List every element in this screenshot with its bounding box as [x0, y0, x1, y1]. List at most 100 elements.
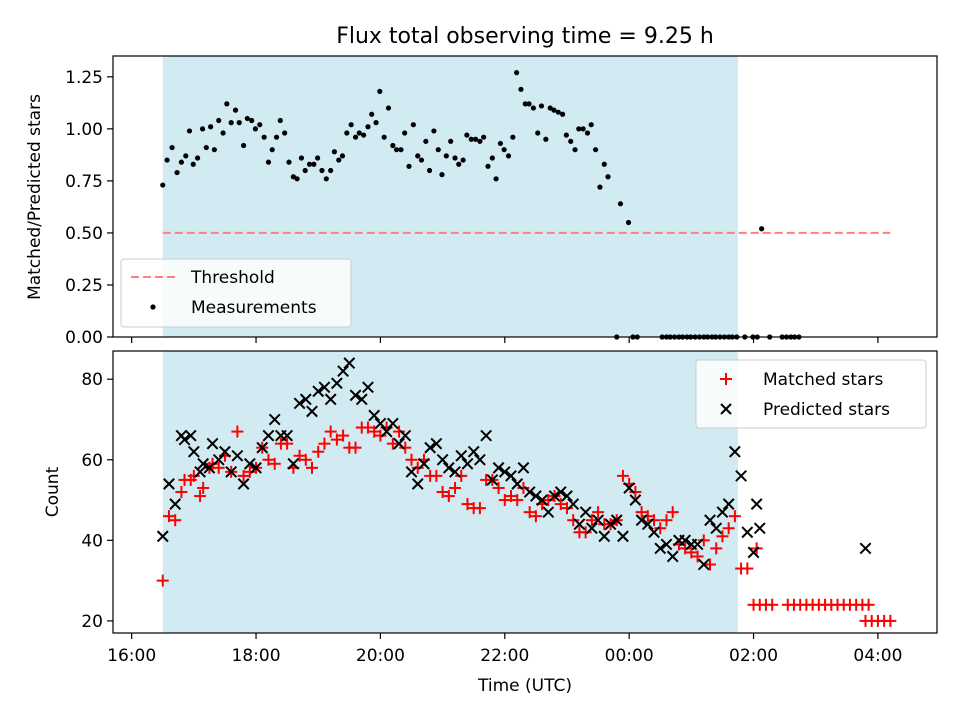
measurement-point: [514, 70, 520, 76]
predicted-star-point: [735, 469, 748, 482]
predicted-star-point: [741, 526, 754, 539]
predicted-star-point: [374, 417, 387, 430]
predicted-star-point: [529, 490, 542, 502]
ratio-legend-box: [120, 258, 352, 328]
matched-star-point: [579, 526, 592, 539]
measurement-point: [617, 201, 624, 207]
ratio-ytick-label: 0.75: [65, 172, 103, 192]
matched-star-point: [374, 429, 387, 442]
measurement-point: [319, 167, 325, 174]
predicted-star-point: [610, 514, 623, 527]
matched-star-point: [660, 514, 673, 527]
ratio-ytick-label: 0.25: [65, 276, 103, 296]
predicted-star-point: [262, 429, 275, 442]
predicted-star-point: [362, 381, 374, 394]
predicted-star-point: [561, 490, 573, 502]
measurement-point: [472, 136, 479, 142]
measurement-point: [560, 111, 566, 117]
predicted-star-point: [349, 389, 362, 402]
counts-xtick-label: 20:00: [356, 646, 405, 666]
matched-star-point: [648, 514, 661, 527]
matched-star-point: [175, 486, 188, 498]
predicted-star-point: [542, 506, 555, 519]
measurement-point: [406, 163, 412, 169]
predicted-star-point: [467, 445, 480, 458]
measurement-point: [361, 132, 367, 138]
measurement-point: [240, 142, 247, 149]
matched-star-point: [710, 542, 723, 555]
counts-ytick-label: 80: [81, 370, 103, 390]
measurements-legend-label: Measurements: [191, 298, 317, 318]
measurement-point: [385, 105, 392, 111]
measurement-point: [605, 174, 611, 180]
matched-star-point: [436, 486, 449, 498]
predicted-star-point: [505, 469, 517, 482]
measurement-point: [244, 115, 250, 122]
predicted-star-point: [648, 526, 660, 539]
matched-star-point: [492, 481, 505, 494]
counts-ylabel: Count: [43, 466, 63, 517]
predicted-star-point: [753, 522, 766, 535]
predicted-star-point: [324, 393, 337, 406]
counts-xtick-label: 22:00: [480, 646, 529, 666]
matched-star-point: [299, 453, 312, 466]
ratio-ytick-label: 1.25: [65, 68, 103, 88]
predicted-star-point: [523, 486, 536, 498]
counts-legend: Matched stars Predicted stars: [695, 359, 927, 429]
predicted-star-point: [455, 449, 468, 462]
measurement-point: [464, 132, 470, 138]
matched-star-point: [243, 465, 256, 478]
measurement-point: [435, 147, 441, 153]
predicted-star-point: [187, 445, 200, 458]
matched-star-point: [306, 461, 319, 474]
predicted-star-point: [474, 453, 486, 466]
matched-star-point: [654, 522, 667, 535]
matched-star-point: [393, 425, 406, 438]
predicted-legend-swatch: [720, 403, 732, 415]
predicted-star-point: [750, 498, 763, 510]
matched-star-point: [461, 498, 474, 511]
predicted-star-point: [722, 498, 735, 510]
predicted-star-point: [517, 461, 530, 474]
matched-star-point: [691, 550, 704, 563]
counts-xtick-label: 16:00: [107, 646, 156, 666]
matched-star-point: [635, 506, 648, 519]
predicted-star-point: [330, 377, 343, 390]
matched-star-point: [312, 445, 325, 458]
counts-xtick-label: 00:00: [605, 646, 654, 666]
matched-star-point: [405, 453, 418, 466]
measurement-point: [381, 134, 387, 140]
matched-star-point: [722, 522, 735, 535]
predicted-star-point: [380, 425, 393, 438]
measurement-point: [169, 144, 175, 151]
measurement-point: [526, 101, 532, 107]
counts-panel: 20 40 60 80 16:00 18:00 20:00 22:00 00:00 02:00 04…: [43, 350, 938, 696]
matched-star-point: [592, 506, 605, 519]
counts-axes-frame: [112, 350, 938, 634]
predicted-star-point: [368, 409, 381, 422]
measurement-point: [336, 157, 342, 163]
measurement-point: [563, 132, 569, 138]
measurement-point: [415, 153, 421, 159]
matched-star-point: [505, 490, 518, 503]
measurement-point: [265, 159, 272, 165]
measurement-point: [261, 134, 267, 140]
measurement-point: [257, 122, 263, 128]
predicted-star-point: [617, 530, 629, 543]
ratio-ylabel: Matched/Predicted stars: [25, 94, 45, 300]
figure-title: Flux total observing time = 9.25 h: [336, 24, 714, 49]
predicted-star-point: [573, 518, 586, 531]
matched-legend-swatch: [720, 373, 732, 385]
matched-star-point: [411, 461, 424, 474]
matched-star-point: [162, 510, 175, 523]
ratio-legend: Threshold Measurements: [120, 258, 352, 328]
measurement-point: [220, 130, 226, 136]
counts-xtick-label: 04:00: [853, 646, 902, 666]
ratio-ytick-label: 0.50: [65, 224, 103, 244]
measurement-point: [597, 184, 603, 190]
predicted-star-point: [287, 457, 300, 470]
measurement-point: [306, 161, 313, 167]
predicted-star-point: [548, 490, 561, 502]
measurement-point: [174, 169, 180, 176]
measurement-point: [625, 219, 632, 226]
